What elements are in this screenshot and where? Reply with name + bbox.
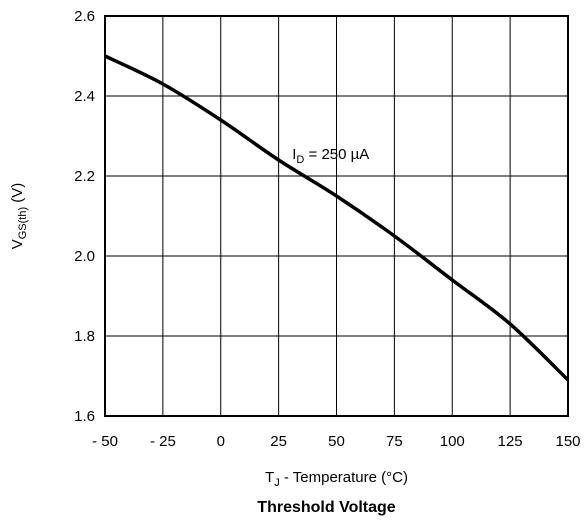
chart-title: Threshold Voltage: [257, 499, 395, 516]
x-tick-label-2: 0: [217, 433, 225, 450]
y-tick-label-5: 2.6: [74, 8, 95, 25]
series-group: [104, 54, 570, 382]
series-line-0: [104, 54, 570, 382]
x-tick-label-8: 150: [555, 433, 580, 450]
x-tick-label-0: - 50: [92, 433, 118, 450]
x-tick-label-6: 100: [440, 433, 465, 450]
x-tick-label-5: 75: [386, 433, 403, 450]
y-axis-label: VGS(th) (V): [9, 183, 29, 250]
grid-lines: [104, 15, 569, 417]
x-tick-labels: - 50 - 25 0 25 50 75 100 125 150: [92, 433, 580, 450]
y-tick-label-0: 1.6: [74, 408, 95, 425]
x-tick-label-4: 50: [328, 433, 345, 450]
x-axis-label: TJ - Temperature (°C): [265, 469, 408, 489]
x-tick-label-3: 25: [270, 433, 287, 450]
x-tick-label-7: 125: [498, 433, 523, 450]
current-annotation: ID = 250 µA: [292, 146, 369, 166]
y-tick-label-4: 2.4: [74, 88, 95, 105]
y-tick-label-2: 2.0: [74, 248, 95, 265]
plot-frame: [104, 15, 569, 417]
y-tick-label-3: 2.2: [74, 168, 95, 185]
y-tick-label-1: 1.8: [74, 328, 95, 345]
y-tick-labels: 1.6 1.8 2.0 2.2 2.4 2.6: [74, 8, 95, 425]
x-tick-label-1: - 25: [150, 433, 176, 450]
